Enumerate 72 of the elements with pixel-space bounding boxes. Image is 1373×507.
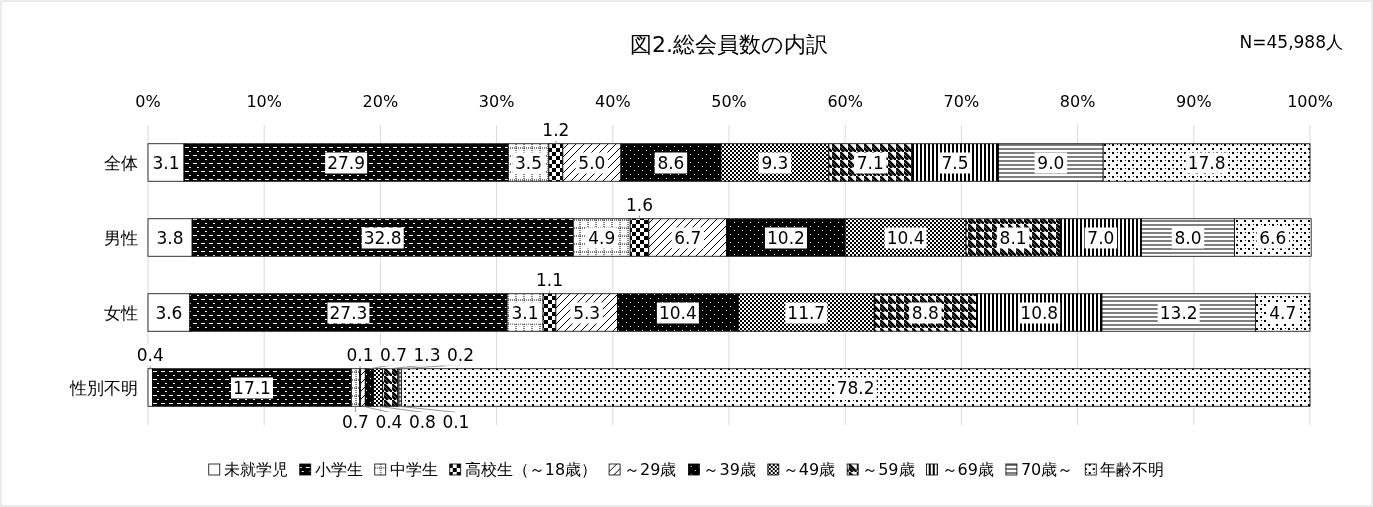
legend-label: 高校生（～18歳） <box>464 460 598 479</box>
x-tick-label: 40% <box>595 92 631 111</box>
data-label: 7.1 <box>856 152 884 173</box>
legend-label: ～39歳 <box>703 460 756 479</box>
data-label: 6.6 <box>1259 227 1287 248</box>
legend-label: 70歳～ <box>1020 460 1074 479</box>
legend-label: 中学生 <box>389 460 438 479</box>
y-tick-label: 女性 <box>104 302 138 323</box>
x-tick-label: 0% <box>135 92 161 111</box>
data-label: 78.2 <box>836 377 875 398</box>
data-label: 11.7 <box>787 302 826 323</box>
data-label: 9.0 <box>1037 152 1065 173</box>
data-label: 27.3 <box>329 302 368 323</box>
chart-title: 図2.総会員数の内訳 <box>630 32 828 57</box>
data-label: 10.8 <box>1020 302 1059 323</box>
x-tick-label: 70% <box>943 92 980 111</box>
data-label: 5.0 <box>578 152 606 173</box>
data-label: 0.7 <box>341 412 369 433</box>
data-label: 4.9 <box>588 227 616 248</box>
x-tick-label: 20% <box>362 92 399 111</box>
data-label: 3.1 <box>152 152 180 173</box>
data-label: 9.3 <box>761 152 789 173</box>
data-label: 0.7 <box>380 344 408 365</box>
x-tick-label: 80% <box>1059 92 1096 111</box>
legend-label: 未就学児 <box>223 460 288 479</box>
data-label: 10.2 <box>767 227 805 248</box>
data-label: 0.2 <box>447 344 475 365</box>
data-label: 27.9 <box>327 152 366 173</box>
data-label: 0.4 <box>375 412 403 433</box>
data-label: 5.3 <box>573 302 601 323</box>
data-label: 17.1 <box>233 377 271 398</box>
data-label: 3.6 <box>155 302 183 323</box>
data-label: 1.6 <box>626 194 654 215</box>
data-label: 3.5 <box>515 152 543 173</box>
legend-label: 年齢不明 <box>1100 460 1165 479</box>
x-tick-label: 50% <box>711 92 747 111</box>
data-label: 0.1 <box>442 412 470 433</box>
x-tick-label: 90% <box>1176 92 1212 111</box>
data-label: 8.1 <box>999 227 1027 248</box>
data-label: 3.8 <box>156 227 184 248</box>
legend-label: ～69歳 <box>941 460 994 479</box>
x-tick-label: 30% <box>478 92 515 111</box>
y-tick-label: 全体 <box>104 152 138 173</box>
data-label: 8.8 <box>911 302 939 323</box>
data-label: 32.8 <box>363 227 402 248</box>
legend-label: 小学生 <box>314 460 363 479</box>
data-label: 0.1 <box>346 344 374 365</box>
legend-label: ～59歳 <box>862 460 915 479</box>
data-label: 13.2 <box>1159 302 1198 323</box>
y-tick-label: 男性 <box>104 227 138 248</box>
data-label: 4.7 <box>1269 302 1297 323</box>
y-tick-label: 性別不明 <box>69 377 138 398</box>
data-label: 17.8 <box>1187 152 1226 173</box>
data-label: 10.4 <box>658 302 697 323</box>
data-label: 8.0 <box>1174 227 1202 248</box>
data-label: 8.6 <box>657 152 685 173</box>
data-label: 6.7 <box>674 227 702 248</box>
data-label: 1.3 <box>413 344 441 365</box>
legend-label: ～49歳 <box>782 460 836 479</box>
data-label: 7.0 <box>1087 227 1115 248</box>
data-label: 1.2 <box>542 119 570 140</box>
x-tick-label: 60% <box>827 92 863 111</box>
data-label: 0.4 <box>136 344 164 365</box>
data-label: 10.4 <box>886 227 925 248</box>
data-label: 3.1 <box>511 302 539 323</box>
data-label: 0.8 <box>408 412 436 433</box>
x-tick-label: 100% <box>1287 92 1333 111</box>
text: N=45,988人 <box>1239 32 1343 52</box>
data-label: 7.5 <box>941 152 969 173</box>
data-label: 1.1 <box>535 269 563 290</box>
legend-label: ～29歳 <box>624 460 677 479</box>
x-tick-label: 10% <box>246 92 282 111</box>
